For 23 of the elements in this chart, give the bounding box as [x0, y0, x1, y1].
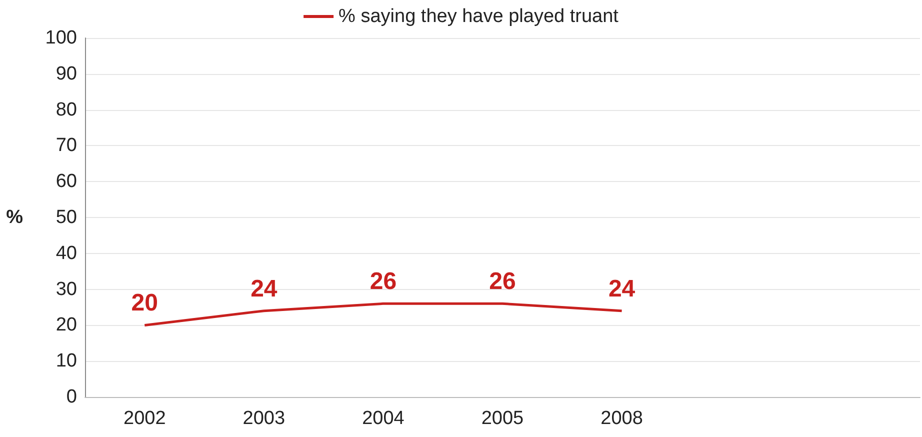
x-tick-label: 2002: [124, 408, 166, 429]
x-tick-label: 2008: [600, 408, 643, 429]
x-tick-label: 2005: [481, 408, 524, 429]
y-tick-label: 80: [56, 99, 77, 120]
x-tick-label: 2004: [362, 408, 405, 429]
y-axis-title: %: [6, 207, 24, 228]
data-label: 26: [489, 268, 516, 296]
y-tick-label: 60: [56, 171, 77, 192]
y-tick-label: 20: [56, 314, 77, 336]
data-label: 20: [131, 290, 158, 317]
y-tick-label: 100: [45, 28, 77, 48]
y-tick-label: 70: [56, 135, 77, 156]
data-label: 26: [370, 268, 397, 296]
data-label: 24: [608, 275, 636, 302]
y-tick-label: 90: [56, 63, 77, 84]
y-tick-label: 30: [56, 278, 77, 300]
data-label: 24: [250, 275, 278, 302]
x-tick-label: 2003: [242, 408, 286, 429]
y-tick-label: 0: [66, 386, 77, 408]
legend-label: % saying they have played truant: [338, 6, 620, 27]
y-tick-label: 50: [56, 207, 77, 228]
y-tick-label: 10: [56, 350, 77, 372]
y-tick-label: 40: [56, 242, 77, 264]
